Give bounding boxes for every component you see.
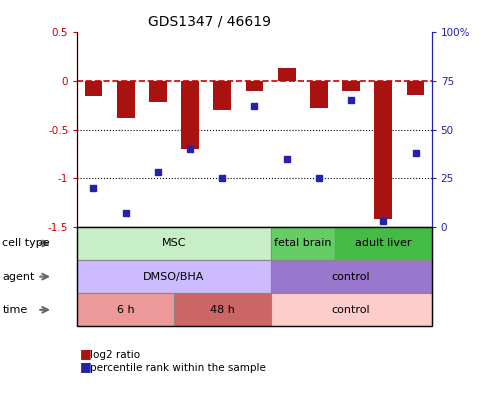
Text: log2 ratio: log2 ratio bbox=[90, 350, 140, 360]
Text: MSC: MSC bbox=[162, 239, 186, 248]
Bar bbox=[117, 81, 135, 118]
Bar bbox=[149, 81, 167, 102]
Text: 48 h: 48 h bbox=[210, 305, 235, 315]
Text: percentile rank within the sample: percentile rank within the sample bbox=[90, 363, 265, 373]
Bar bbox=[278, 68, 295, 81]
Text: 6 h: 6 h bbox=[117, 305, 134, 315]
Text: ■: ■ bbox=[80, 347, 92, 360]
Bar bbox=[85, 81, 102, 96]
Text: DMSO/BHA: DMSO/BHA bbox=[143, 272, 205, 281]
Text: control: control bbox=[332, 305, 370, 315]
Text: adult liver: adult liver bbox=[355, 239, 412, 248]
Bar bbox=[407, 81, 424, 95]
Text: fetal brain: fetal brain bbox=[274, 239, 331, 248]
Bar bbox=[310, 81, 328, 108]
Text: ■: ■ bbox=[80, 360, 92, 373]
Bar bbox=[342, 81, 360, 91]
Bar bbox=[214, 81, 231, 110]
Text: time: time bbox=[2, 305, 28, 315]
Bar bbox=[246, 81, 263, 91]
Bar bbox=[181, 81, 199, 149]
Text: GDS1347 / 46619: GDS1347 / 46619 bbox=[148, 14, 271, 28]
Text: cell type: cell type bbox=[2, 239, 50, 248]
Text: control: control bbox=[332, 272, 370, 281]
Bar bbox=[374, 81, 392, 219]
Text: agent: agent bbox=[2, 272, 35, 281]
